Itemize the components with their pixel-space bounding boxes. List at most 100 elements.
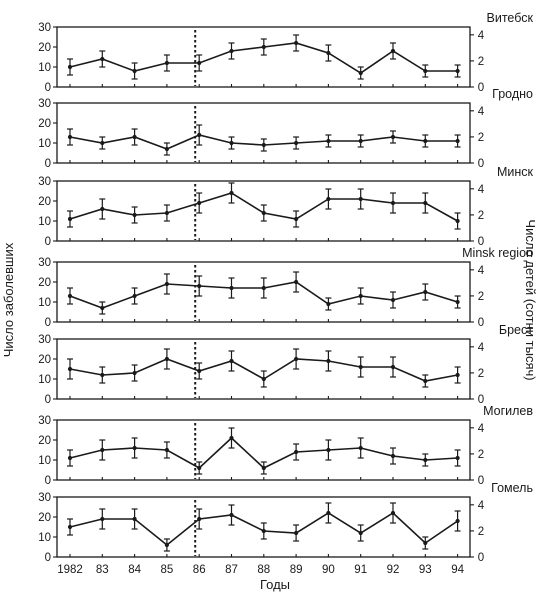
data-point [261, 44, 266, 50]
data-point [67, 366, 73, 372]
data-point [197, 283, 202, 289]
y-left-tick-label: 0 [45, 394, 51, 406]
data-point [132, 212, 137, 218]
data-point [67, 293, 73, 299]
y-left-tick-label: 20 [38, 512, 51, 524]
panel-title: Брест [499, 323, 533, 337]
y-right-tick-label: 0 [478, 475, 484, 487]
x-tick-label: 91 [354, 564, 367, 576]
y-left-tick-label: 30 [38, 492, 51, 504]
data-point [390, 510, 396, 516]
y-right-tick-label: 0 [478, 236, 484, 248]
data-point [294, 530, 299, 536]
y-right-tick-label: 2 [478, 291, 484, 303]
panel-4: Брест 0 10 20 30 0 2 4 [38, 323, 533, 406]
y-left-tick-label: 30 [38, 98, 51, 110]
data-point [455, 138, 460, 144]
data-point [132, 516, 137, 522]
x-tick-label: 86 [193, 564, 206, 576]
y-right-tick-label: 0 [478, 317, 484, 329]
y-left-tick-label: 30 [38, 176, 51, 188]
data-point [100, 56, 105, 62]
y-axis-left-title: Число заболевших [1, 242, 16, 357]
y-right-tick-label: 2 [478, 449, 484, 461]
data-point [326, 301, 331, 307]
y-right-tick-label: 2 [478, 210, 484, 222]
data-point [261, 285, 266, 291]
panel-6: Гомель 0 10 20 30 0 2 4 [38, 481, 533, 564]
y-left-tick-label: 0 [45, 317, 51, 329]
data-point [390, 48, 396, 54]
y-right-tick-label: 0 [478, 158, 484, 170]
data-point [326, 447, 331, 453]
data-point [326, 50, 331, 56]
data-point [423, 457, 428, 463]
x-axis-tick-labels: 1982 83 84 85 86 87 88 89 90 91 92 93 94 [57, 564, 464, 576]
y-left-tick-label: 30 [38, 334, 51, 346]
data-point [390, 364, 396, 370]
data-point [358, 70, 363, 76]
x-tick-label: 92 [387, 564, 400, 576]
data-point [164, 210, 169, 216]
y-left-tick-label: 30 [38, 22, 51, 34]
data-point [229, 285, 234, 291]
data-point [423, 540, 428, 546]
data-point [229, 435, 234, 441]
data-point [390, 134, 396, 140]
data-point [229, 512, 234, 518]
panel-title: Минск [497, 165, 534, 179]
panel-title: Minsk region [462, 246, 533, 260]
data-point [261, 142, 266, 148]
data-point [455, 518, 460, 524]
y-left-tick-label: 20 [38, 42, 51, 54]
data-point [423, 68, 428, 74]
data-point [100, 372, 105, 378]
data-point [197, 368, 202, 374]
y-right-tick-label: 4 [478, 106, 485, 118]
data-point [100, 140, 105, 146]
data-point [164, 542, 169, 548]
data-point [294, 279, 299, 285]
data-point [132, 68, 137, 74]
data-point [100, 516, 105, 522]
panel-title: Витебск [487, 11, 534, 25]
y-left-tick-label: 20 [38, 354, 51, 366]
data-point [197, 516, 202, 522]
data-point [390, 453, 396, 459]
data-point [294, 449, 299, 455]
x-tick-label: 87 [225, 564, 238, 576]
data-point [67, 216, 73, 222]
data-point [294, 140, 299, 146]
data-point [326, 510, 331, 516]
data-point [423, 200, 428, 206]
x-tick-label: 1982 [57, 564, 83, 576]
data-point [294, 216, 299, 222]
y-right-tick-label: 4 [478, 265, 485, 277]
data-point [67, 134, 73, 140]
y-left-tick-label: 10 [38, 374, 51, 386]
data-point [261, 528, 266, 534]
data-point [358, 138, 363, 144]
panel-0: Витебск 0 10 20 30 0 2 4 [38, 11, 533, 94]
panel-frame [56, 338, 471, 400]
panel-frame [56, 102, 471, 164]
x-tick-label: 89 [290, 564, 303, 576]
data-point [197, 200, 202, 206]
data-point [229, 358, 234, 364]
y-left-tick-label: 0 [45, 158, 51, 170]
y-left-tick-label: 10 [38, 455, 51, 467]
y-right-tick-label: 4 [478, 342, 485, 354]
data-point [455, 372, 460, 378]
panels-group: Витебск0102030024Гродно0102030024Минск01… [38, 11, 533, 564]
panel-frame [56, 26, 471, 88]
y-right-tick-label: 2 [478, 56, 484, 68]
y-left-tick-label: 20 [38, 196, 51, 208]
data-point [423, 378, 428, 384]
y-right-tick-label: 2 [478, 526, 484, 538]
x-tick-label: 93 [419, 564, 432, 576]
data-point [455, 455, 460, 461]
data-point [358, 293, 363, 299]
x-tick-label: 83 [96, 564, 109, 576]
data-point [164, 356, 169, 362]
